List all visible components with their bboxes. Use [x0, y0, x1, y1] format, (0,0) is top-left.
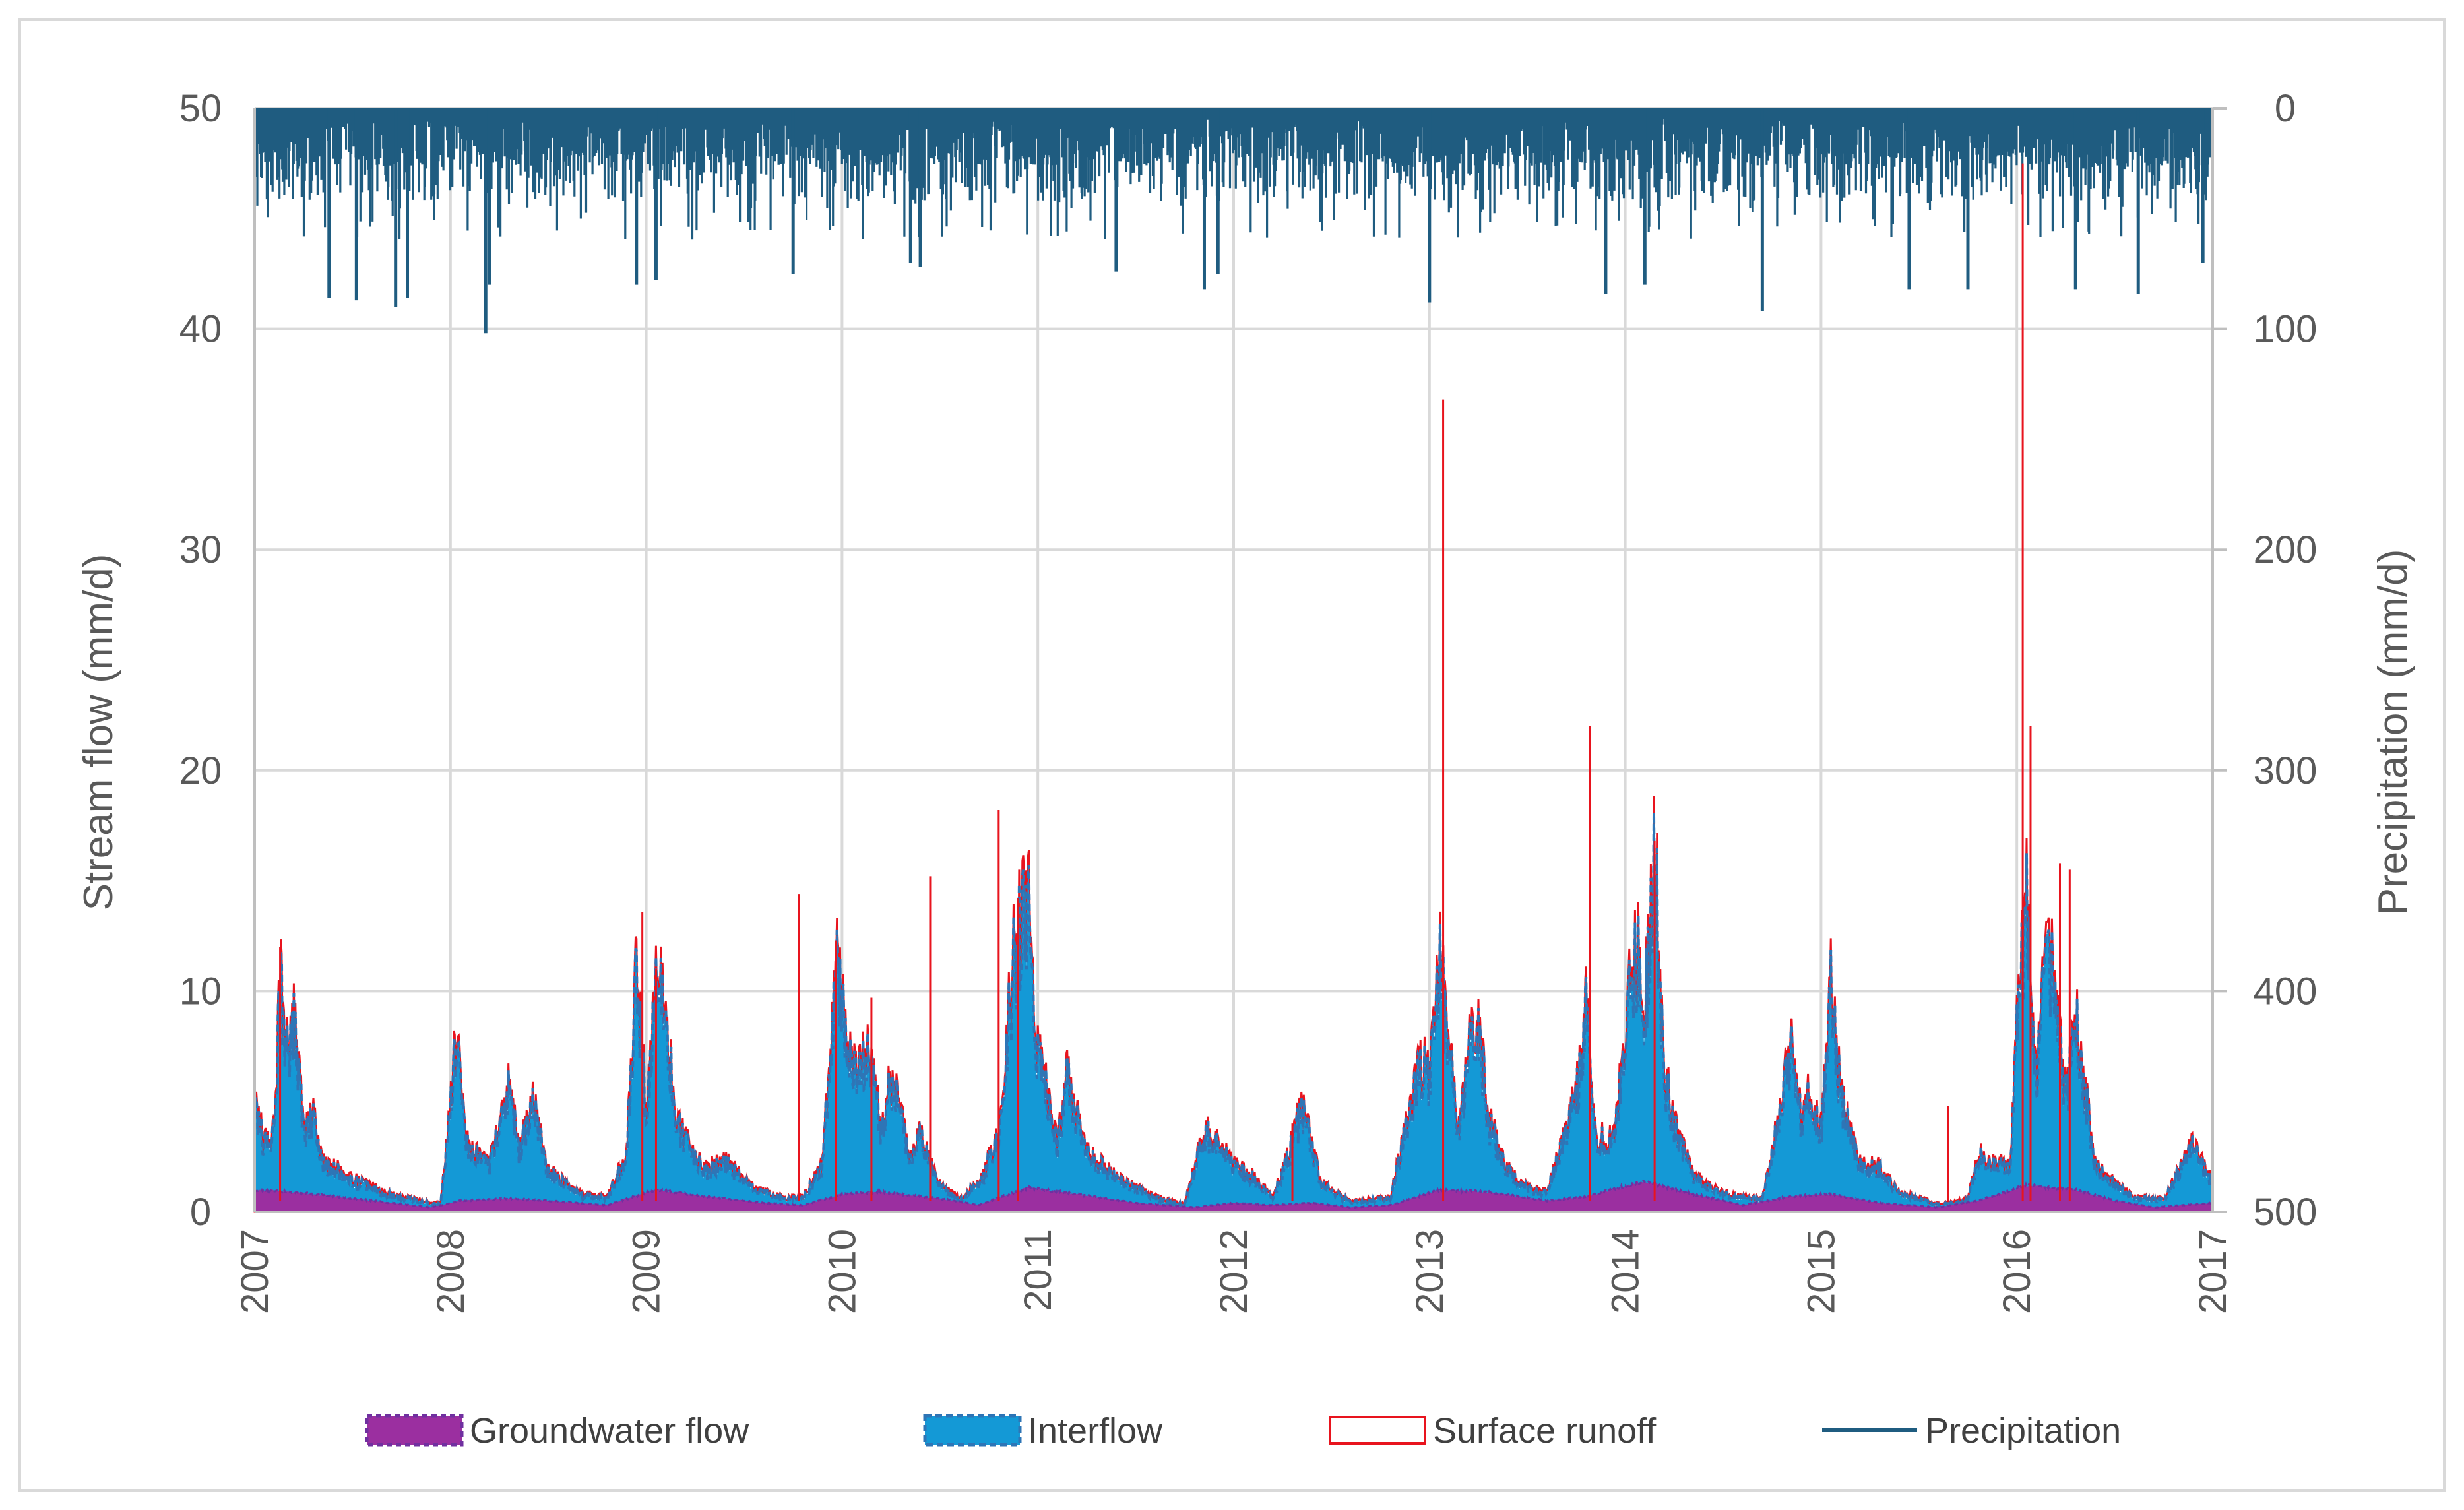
- y-tick-label: 10: [179, 970, 222, 1013]
- y-tick-label: 20: [179, 749, 222, 792]
- legend-label-interflow: Interflow: [1028, 1411, 1163, 1451]
- legend-label-surface: Surface runoff: [1433, 1411, 1657, 1451]
- x-tick-label: 2016: [1996, 1229, 2038, 1314]
- y2-tick-label: 100: [2254, 308, 2318, 351]
- precipitation-bars: [253, 108, 2213, 334]
- interflow-outline: [254, 813, 2214, 1211]
- interflow-area: [255, 813, 2213, 1212]
- legend-swatch-surface: [1329, 1416, 1426, 1445]
- groundwater-area: [255, 1180, 2213, 1212]
- gridlines: [253, 107, 2214, 1213]
- x-tick-label: 2007: [234, 1229, 276, 1314]
- y2-tick-label: 500: [2254, 1191, 2318, 1234]
- tick-labels: 0 0 10 100 20 200 30 300 40 400 50 500 2007 2008 2009 2…: [179, 87, 2318, 1314]
- x-tick-label: 2011: [1017, 1229, 1059, 1311]
- y2-tick-label: 300: [2254, 749, 2318, 792]
- y2-tick-label: 0: [2275, 87, 2296, 130]
- x-tick-label: 2013: [1408, 1229, 1451, 1314]
- x-tick-label: 2008: [429, 1229, 472, 1314]
- legend-swatch-groundwater: [365, 1414, 464, 1447]
- y2-tick-label: 200: [2254, 528, 2318, 571]
- x-tick-label: 2017: [2192, 1229, 2234, 1314]
- axes: [253, 107, 2227, 1213]
- x-tick-label: 2009: [625, 1229, 668, 1314]
- chart-frame: [18, 18, 2446, 1492]
- y2-axis-label: Precipitation (mm/d): [2370, 550, 2416, 916]
- y-axis-label: Stream flow (mm/d): [76, 554, 121, 911]
- legend: Groundwater flow Interflow Surface runof…: [365, 1411, 2121, 1451]
- y-tick-label: 0: [190, 1191, 211, 1234]
- legend-label-precip: Precipitation: [1925, 1411, 2121, 1451]
- x-tick-label: 2015: [1800, 1229, 1843, 1314]
- x-tick-label: 2014: [1604, 1229, 1647, 1314]
- y-tick-label: 30: [179, 528, 222, 571]
- x-tick-label: 2012: [1213, 1229, 1255, 1314]
- y-tick-label: 40: [179, 308, 222, 351]
- flow-areas: [253, 163, 2214, 1213]
- groundwater-outline: [254, 1179, 2213, 1209]
- x-tick-label: 2010: [821, 1229, 864, 1314]
- y2-tick-label: 400: [2254, 970, 2318, 1013]
- legend-swatch-interflow: [923, 1414, 1022, 1447]
- legend-label-groundwater: Groundwater flow: [470, 1411, 749, 1451]
- precipitation-baseline-fill: [255, 108, 2213, 117]
- y-tick-label: 50: [179, 87, 222, 130]
